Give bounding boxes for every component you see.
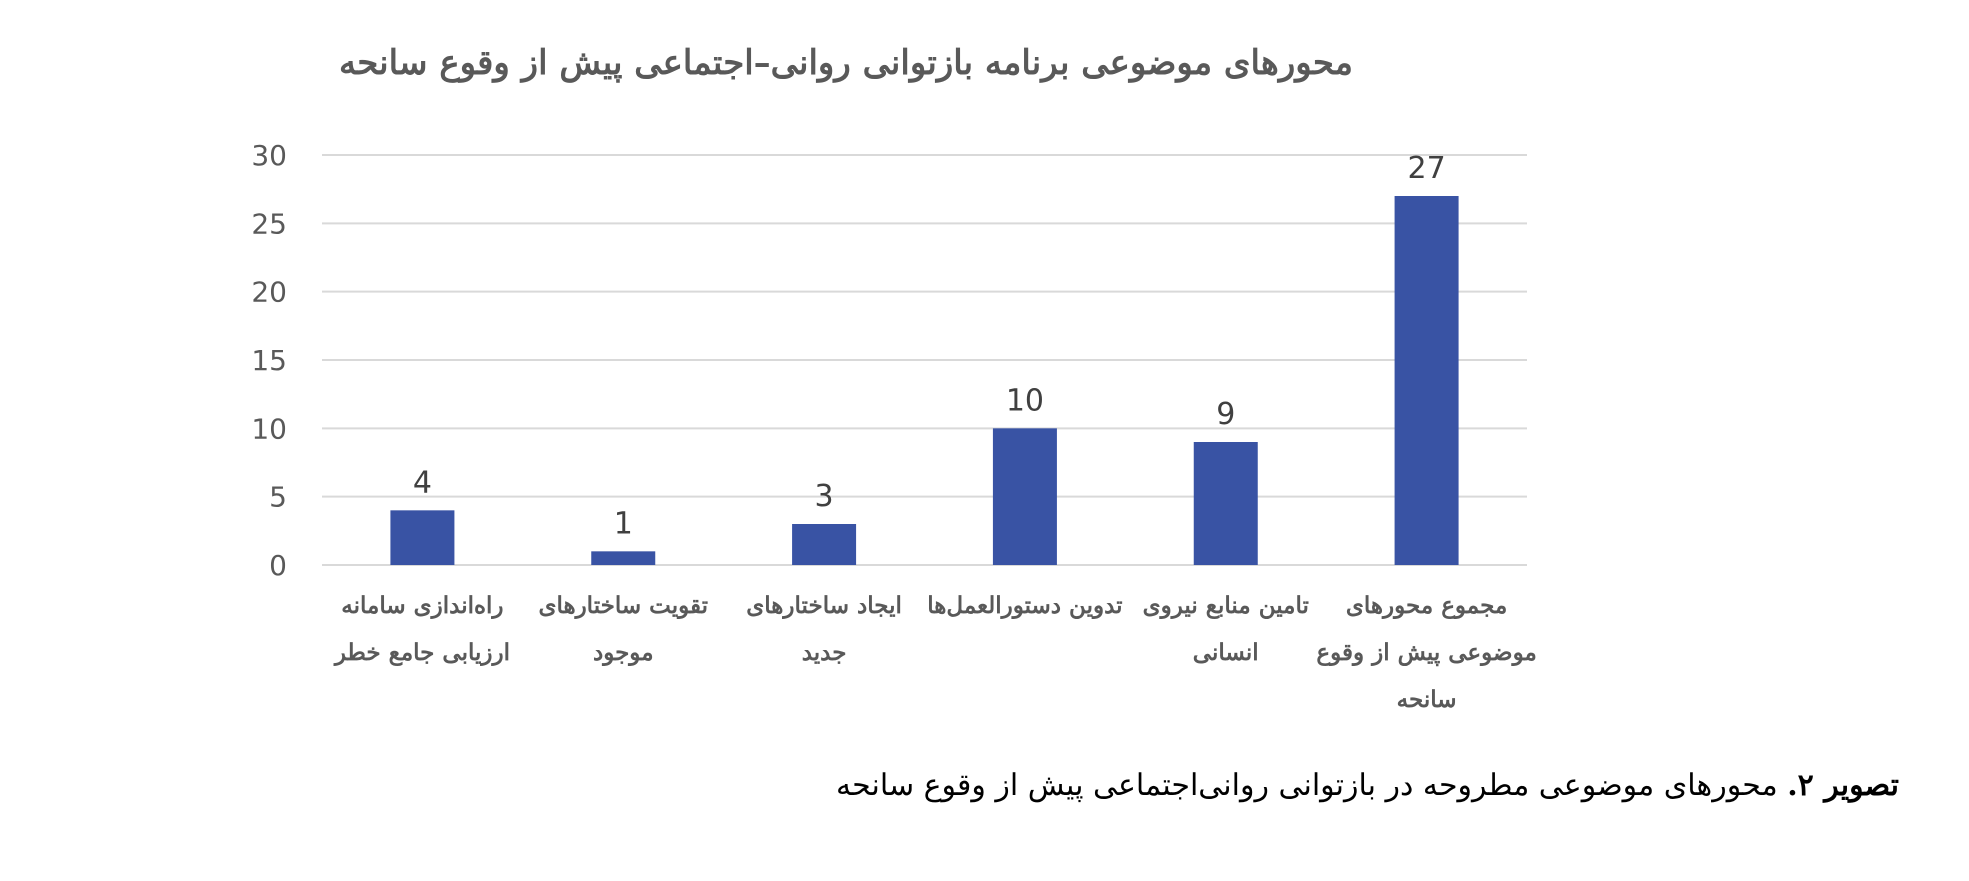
y-tick-label: 0 bbox=[269, 549, 287, 582]
bar bbox=[1193, 442, 1258, 565]
y-tick-label: 25 bbox=[251, 207, 287, 240]
chart-title: محورهای موضوعی برنامه بازتوانی روانی–اجت… bbox=[339, 43, 1353, 83]
y-tick-label: 10 bbox=[251, 412, 287, 445]
category-label: ارزیابی جامع خطر bbox=[333, 639, 510, 667]
data-label: 1 bbox=[614, 506, 633, 541]
data-label: 10 bbox=[1006, 383, 1044, 418]
bar bbox=[1394, 196, 1459, 565]
y-tick-label: 5 bbox=[269, 481, 287, 514]
data-label: 3 bbox=[815, 479, 834, 514]
figure-caption: تصویر ۲. محورهای موضوعی مطروحه در بازتوا… bbox=[836, 768, 1899, 803]
category-label: مجموع محورهای bbox=[1346, 592, 1507, 620]
category-label: موجود bbox=[593, 639, 654, 667]
category-label: جدید bbox=[802, 639, 847, 666]
y-tick-label: 15 bbox=[251, 344, 287, 377]
caption-prefix: تصویر ۲. bbox=[1787, 768, 1899, 803]
category-label: تامین منابع نیروی bbox=[1143, 592, 1310, 620]
data-label: 27 bbox=[1407, 151, 1445, 186]
category-label: تقویت ساختارهای bbox=[538, 592, 708, 620]
category-label: سانحه bbox=[1397, 686, 1457, 713]
bar bbox=[390, 510, 455, 565]
x-axis-categories: مجموع محورهای موضوعی پیش از وقوع سانحه تامی… bbox=[333, 592, 1537, 713]
category-label: ایجاد ساختارهای bbox=[746, 592, 902, 620]
category-label: تدوین دستورالعمل‌ها bbox=[927, 592, 1123, 620]
data-label: 4 bbox=[413, 465, 432, 500]
bar bbox=[992, 428, 1057, 565]
bar bbox=[792, 524, 857, 565]
category-label: راه‌اندازی سامانه bbox=[341, 592, 503, 620]
category-label: موضوعی پیش از وقوع bbox=[1316, 639, 1536, 667]
gridlines bbox=[322, 154, 1527, 566]
data-label: 9 bbox=[1216, 397, 1235, 432]
y-axis-ticks: 0 5 10 15 20 25 30 bbox=[251, 139, 287, 582]
bars bbox=[390, 196, 1459, 565]
data-labels: 27 9 10 3 1 4 bbox=[413, 151, 1446, 541]
y-tick-label: 20 bbox=[251, 276, 287, 309]
caption-text: محورهای موضوعی مطروحه در بازتوانی روانی‌… bbox=[836, 768, 1778, 803]
category-label: انسانی bbox=[1193, 639, 1259, 666]
y-tick-label: 30 bbox=[251, 139, 287, 172]
bar bbox=[591, 551, 656, 565]
